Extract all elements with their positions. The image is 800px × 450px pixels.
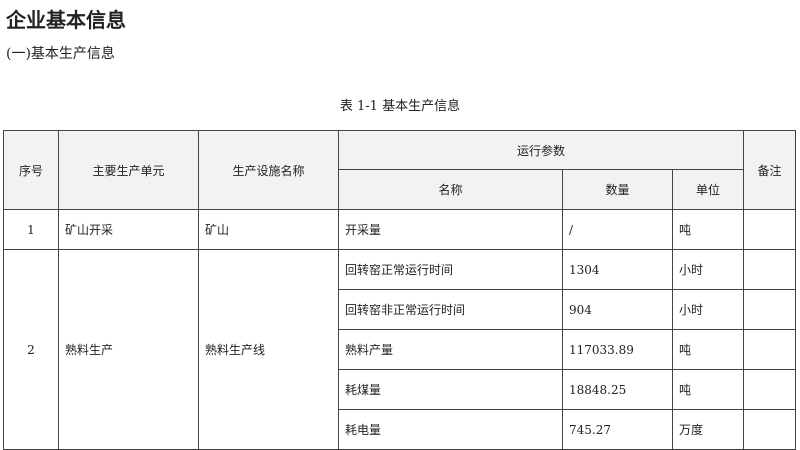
table-row: 耗煤量 18848.25 吨 — [4, 369, 797, 410]
cell-param-qty: 18848.25 — [562, 369, 673, 410]
cell-param-name: 耗煤量 — [338, 369, 563, 410]
cell-param-measure: 吨 — [671, 329, 745, 370]
cell-seq: 2 — [3, 249, 59, 450]
header-name: 名称 — [338, 169, 563, 210]
table-row: 回转窑非正常运行时间 904 小时 — [4, 289, 797, 330]
cell-remark — [743, 289, 797, 330]
cell-param-qty: 745.27 — [562, 409, 673, 450]
cell-facility: 熟料生产线 — [198, 249, 339, 450]
cell-remark — [743, 249, 797, 290]
cell-param-name: 耗电量 — [338, 409, 563, 450]
cell-param-measure: 吨 — [671, 209, 745, 250]
cell-seq: 1 — [3, 209, 59, 250]
table-row: 熟料产量 117033.89 吨 — [4, 329, 797, 370]
cell-param-name: 熟料产量 — [338, 329, 563, 370]
header-measure: 单位 — [671, 169, 745, 210]
cell-param-name: 回转窑非正常运行时间 — [338, 289, 563, 330]
cell-param-name: 回转窑正常运行时间 — [338, 249, 563, 290]
cell-param-qty: 1304 — [562, 249, 673, 290]
cell-remark — [743, 329, 797, 370]
cell-param-qty: 117033.89 — [562, 329, 673, 370]
header-params: 运行参数 — [337, 130, 745, 170]
cell-unit: 熟料生产 — [58, 249, 199, 450]
table-row: 耗电量 745.27 万度 — [4, 409, 797, 450]
cell-param-measure: 小时 — [671, 249, 745, 290]
cell-remark — [743, 369, 797, 410]
cell-param-qty: / — [562, 209, 673, 250]
table-caption: 表 1-1 基本生产信息 — [339, 99, 461, 114]
cell-param-measure: 小时 — [671, 289, 745, 330]
cell-unit: 矿山开采 — [58, 209, 199, 250]
header-qty: 数量 — [562, 169, 673, 210]
cell-param-measure: 万度 — [671, 409, 745, 450]
page-title: 企业基本信息 — [6, 8, 126, 32]
section-heading: (一)基本生产信息 — [6, 46, 115, 62]
cell-remark — [743, 409, 797, 450]
table-row: 1 矿山开采 矿山 开采量 / 吨 — [3, 209, 797, 250]
header-unit: 主要生产单元 — [58, 130, 199, 210]
cell-param-name: 开采量 — [338, 209, 563, 250]
cell-param-qty: 904 — [562, 289, 673, 330]
cell-remark — [743, 209, 797, 250]
header-facility: 生产设施名称 — [198, 130, 339, 210]
header-remark: 备注 — [743, 130, 797, 210]
production-info-table: 序号 主要生产单元 生产设施名称 运行参数 备注 名称 数量 单位 1 矿山开采… — [3, 130, 797, 450]
cell-facility: 矿山 — [198, 209, 339, 250]
table-row: 2 熟料生产 熟料生产线 回转窑正常运行时间 1304 小时 — [3, 249, 797, 450]
cell-param-measure: 吨 — [671, 369, 745, 410]
header-seq: 序号 — [3, 130, 59, 210]
